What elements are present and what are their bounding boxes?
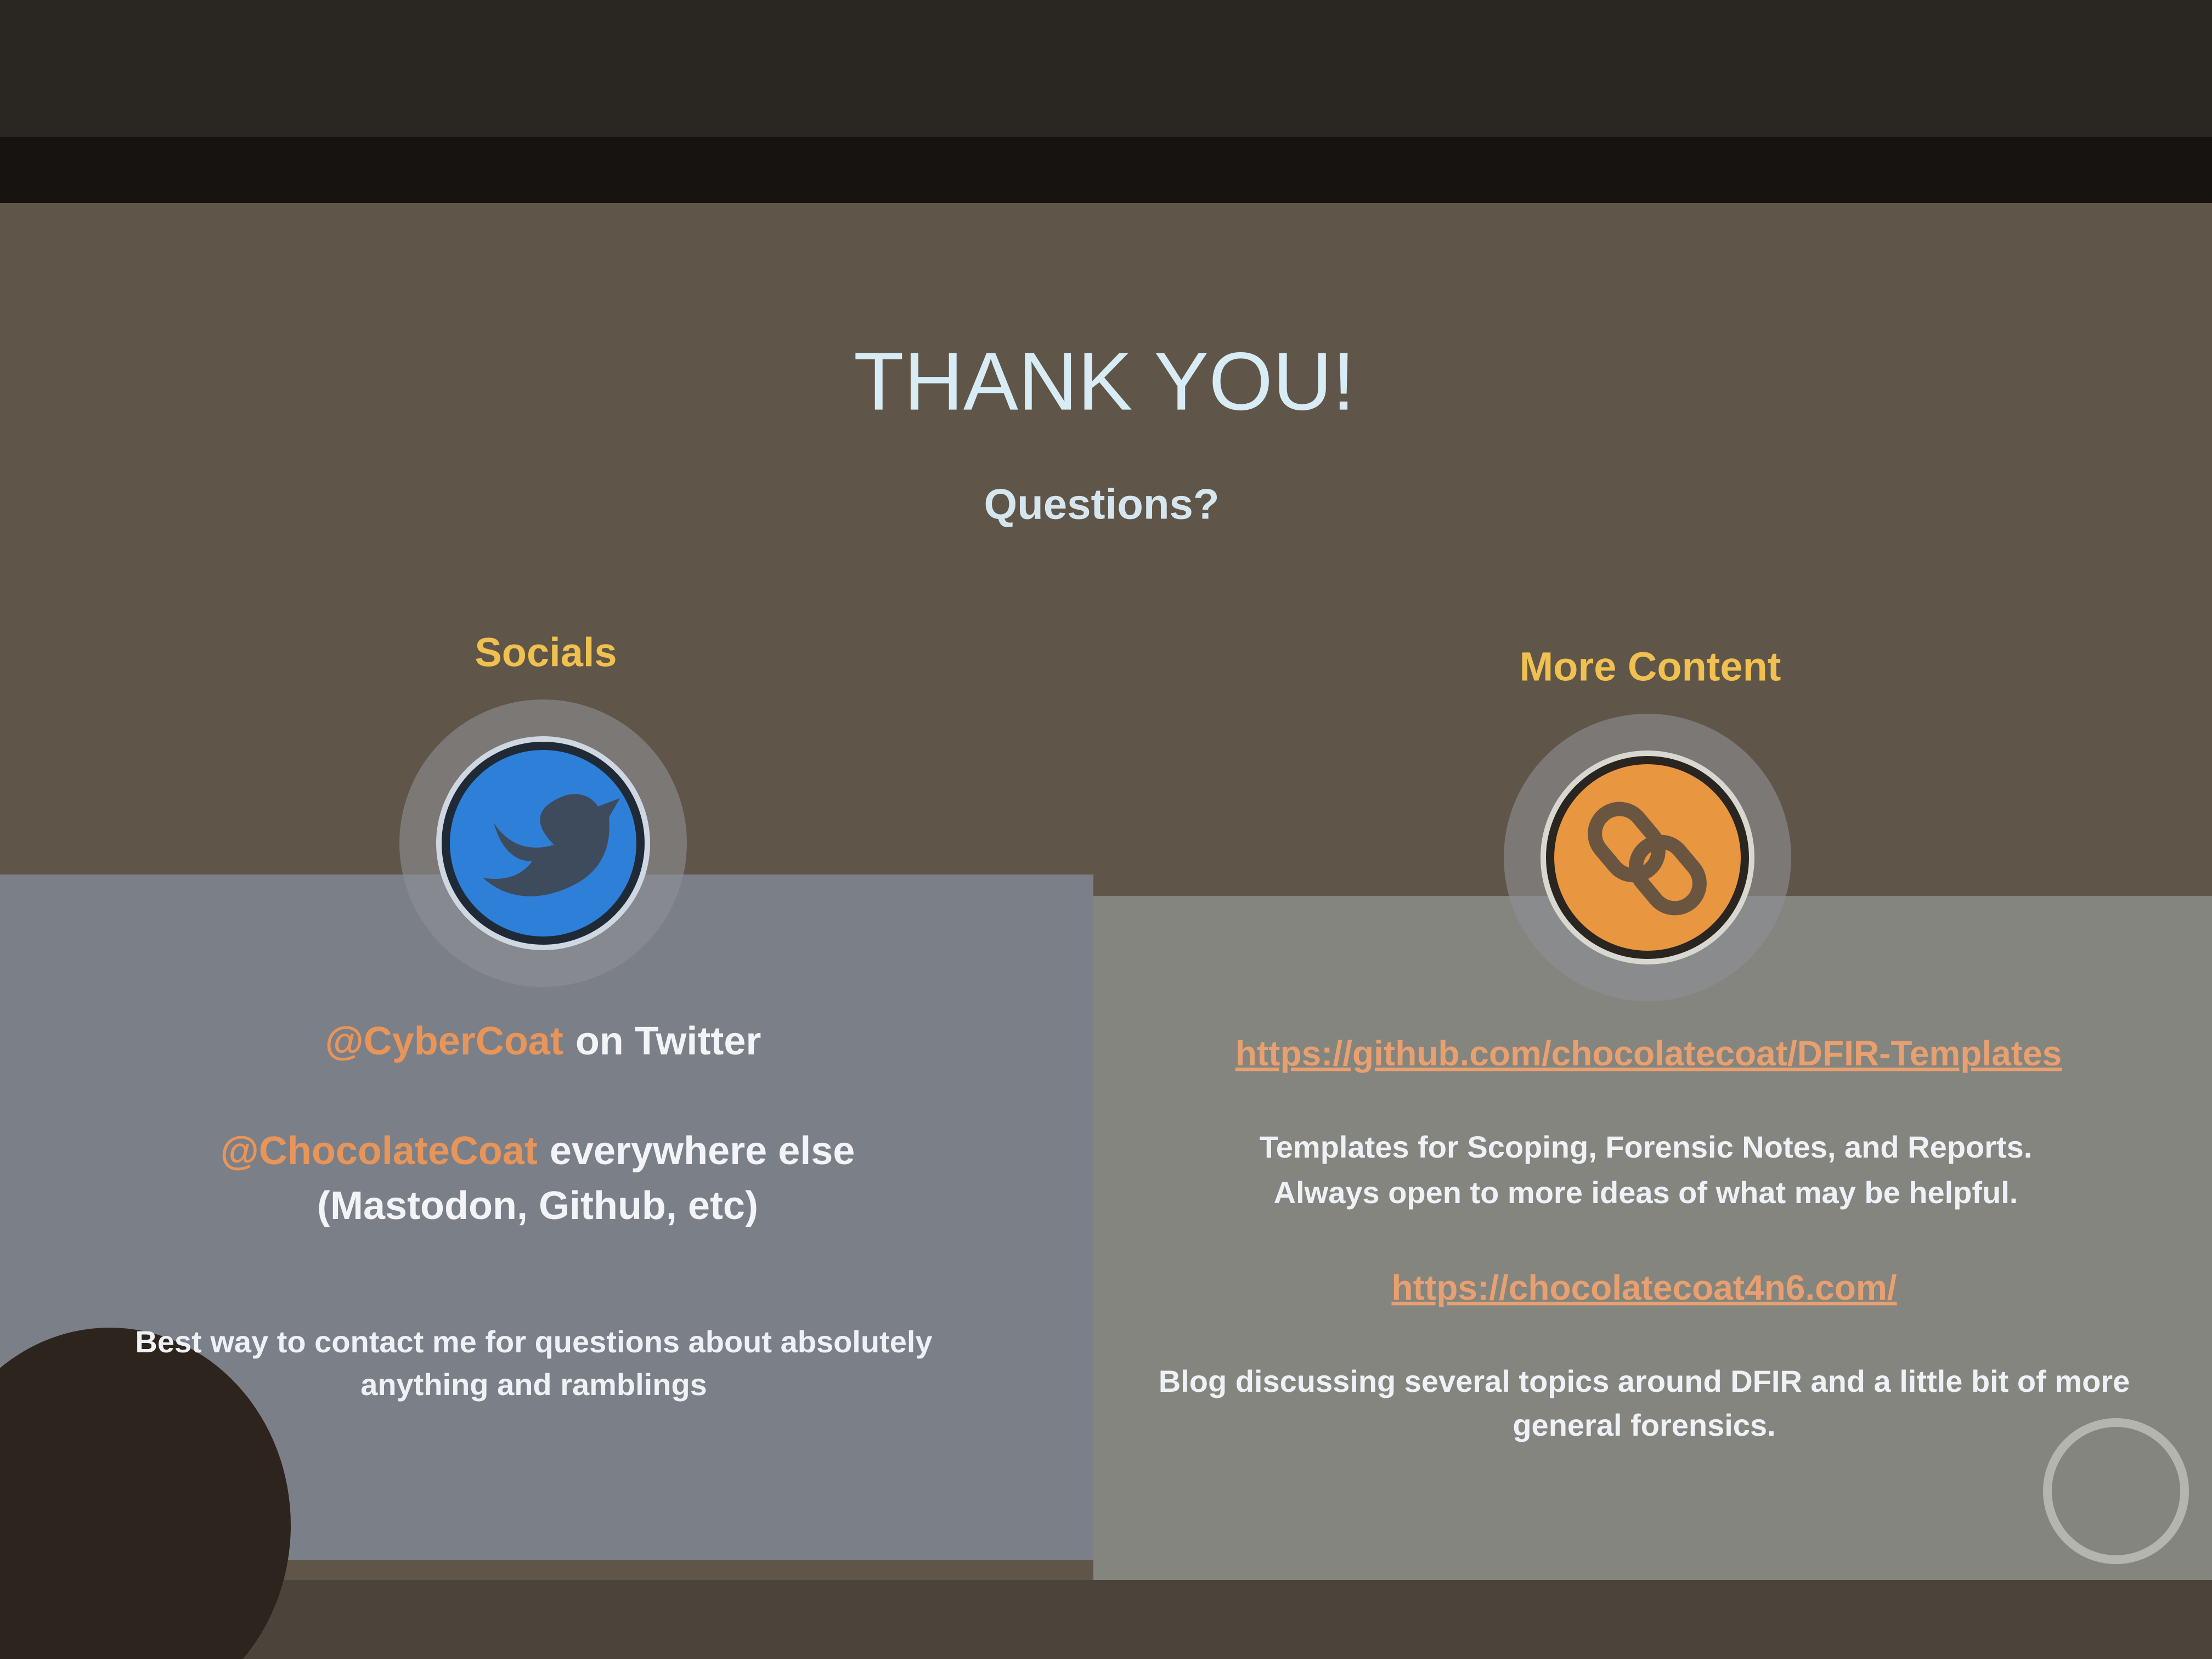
- description: Always open to more ideas of what may be…: [1274, 1175, 2018, 1210]
- description: Templates for Scoping, Forensic Notes, a…: [1260, 1130, 2033, 1164]
- column-heading: More Content: [1520, 644, 1781, 690]
- link-icon: [1554, 764, 1741, 951]
- twitter-icon: [450, 750, 636, 936]
- subtitle: Questions?: [984, 480, 1219, 528]
- link[interactable]: https://github.com/chocolatecoat/DFIR-Te…: [1235, 1034, 2062, 1073]
- link-chain: [1588, 802, 1707, 916]
- title: THANK YOU!: [854, 335, 1355, 427]
- note: Best way to contact me for questions abo…: [135, 1324, 932, 1359]
- handle-line: @ChocolateCoat everywhere else: [221, 1129, 855, 1173]
- handle: @CyberCoat: [325, 1019, 563, 1063]
- right-panel: [1093, 896, 2212, 1582]
- link[interactable]: https://chocolatecoat4n6.com/: [1391, 1268, 1897, 1307]
- note: anything and ramblings: [360, 1367, 707, 1402]
- platforms: (Mastodon, Github, etc): [317, 1184, 758, 1228]
- slide-bottom: [0, 1580, 2212, 1659]
- twitter-bird: [483, 794, 620, 896]
- ceiling: [0, 0, 2212, 137]
- audience-head: [0, 1328, 291, 1659]
- column-heading: Socials: [475, 630, 617, 675]
- handle-text: everywhere else: [550, 1129, 855, 1173]
- handle-line: @CyberCoat on Twitter: [325, 1019, 761, 1063]
- logo: [2043, 1418, 2189, 1564]
- handle-text: on Twitter: [575, 1019, 761, 1063]
- handle: @ChocolateCoat: [221, 1129, 538, 1173]
- description: Blog discussing several topics around DF…: [1159, 1364, 2130, 1398]
- description: general forensics.: [1513, 1408, 1775, 1442]
